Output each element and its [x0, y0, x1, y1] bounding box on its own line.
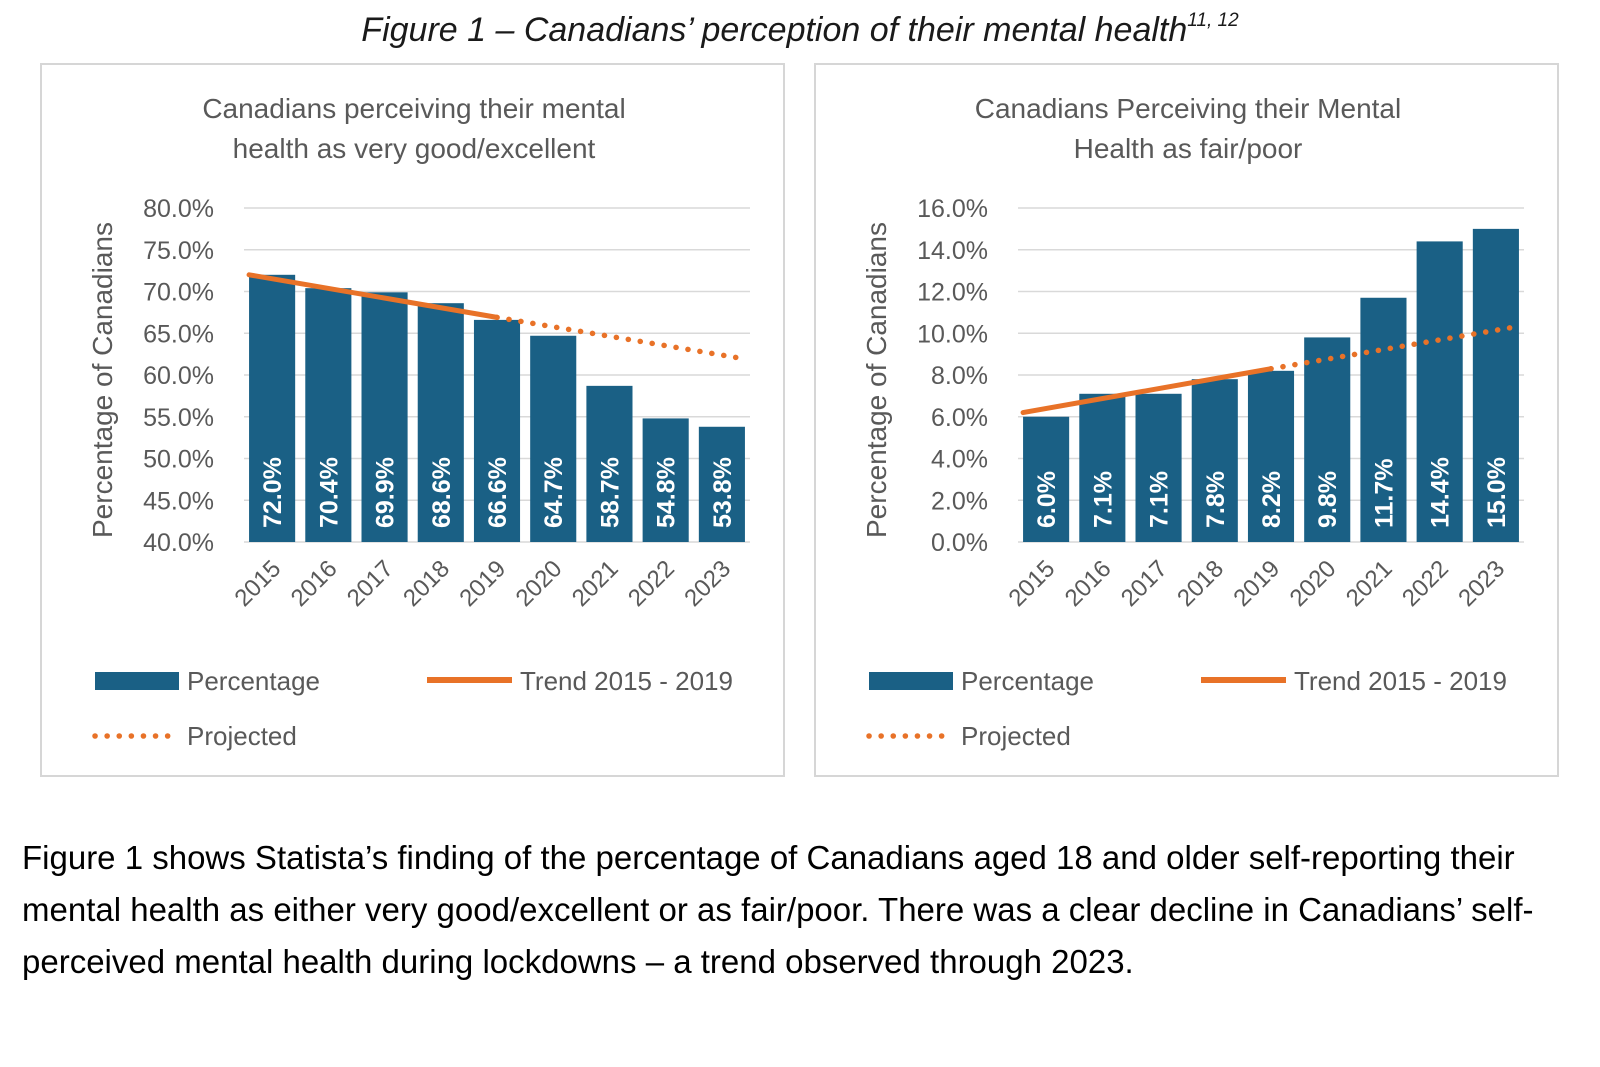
bar: [305, 288, 352, 542]
y-tick-label: 10.0%: [917, 320, 988, 348]
chart-panel-very-good-excellent: Canadians perceiving their mental health …: [40, 63, 785, 777]
y-tick-label: 60.0%: [143, 362, 214, 390]
x-tick-label: 2018: [1172, 555, 1229, 612]
bar-data-label: 70.4%: [315, 457, 343, 528]
bar: [530, 335, 577, 542]
legend-label-projected: Projected: [187, 721, 297, 751]
bar-data-label: 72.0%: [259, 457, 287, 528]
y-tick-label: 4.0%: [931, 446, 988, 474]
x-tick-label: 2022: [623, 555, 680, 612]
legend-label-trend: Trend 2015 - 2019: [520, 666, 733, 696]
y-tick-label: 16.0%: [917, 195, 988, 223]
bar-data-label: 7.8%: [1202, 471, 1230, 528]
legend-label-trend: Trend 2015 - 2019: [1294, 666, 1507, 696]
figure-caption: Figure 1 – Canadians’ perception of thei…: [0, 10, 1600, 50]
chart-title-line: health as very good/excellent: [233, 133, 596, 164]
trend-line: [1020, 366, 1274, 416]
y-tick-label: 75.0%: [143, 237, 214, 265]
bar: [586, 385, 633, 542]
y-tick-label: 2.0%: [931, 487, 988, 515]
x-tick-label: 2021: [1341, 555, 1398, 612]
bar-data-label: 15.0%: [1483, 457, 1511, 528]
chart-panel-fair-poor: Canadians Perceiving their Mental Health …: [814, 63, 1559, 777]
x-tick-label: 2023: [1453, 555, 1510, 612]
x-tick-label: 2020: [1285, 555, 1342, 612]
bar: [417, 303, 464, 542]
bar: [1023, 416, 1070, 542]
bar-data-label: 14.4%: [1427, 457, 1455, 528]
bar-data-label: 6.0%: [1033, 471, 1061, 528]
x-tick-label: 2022: [1397, 555, 1454, 612]
y-axis-title: Percentage of Canadians: [87, 222, 118, 538]
x-tick-label: 2015: [230, 555, 287, 612]
x-tick-label: 2015: [1004, 555, 1061, 612]
x-tick-label: 2016: [286, 555, 343, 612]
bar: [361, 292, 408, 542]
y-tick-label: 14.0%: [917, 237, 988, 265]
bar-data-label: 64.7%: [540, 457, 568, 528]
figure-caption-superscript: 11, 12: [1187, 10, 1239, 31]
bar: [698, 426, 745, 542]
trend-line: [246, 272, 500, 320]
chart-very-good-excellent: Canadians perceiving their mental health …: [87, 93, 750, 751]
y-tick-label: 0.0%: [931, 529, 988, 557]
y-tick-label: 6.0%: [931, 404, 988, 432]
y-tick-label: 55.0%: [143, 404, 214, 432]
body-paragraph: Figure 1 shows Statista’s finding of the…: [22, 839, 1534, 980]
y-axis-title: Percentage of Canadians: [861, 222, 892, 538]
x-tick-label: 2023: [679, 555, 736, 612]
bar-data-label: 69.9%: [372, 457, 400, 528]
x-tick-label: 2020: [511, 555, 568, 612]
bar-data-label: 9.8%: [1314, 471, 1342, 528]
y-tick-label: 65.0%: [143, 320, 214, 348]
legend-label-projected: Projected: [961, 721, 1071, 751]
bar: [642, 418, 689, 542]
figure-caption-text: Figure 1 – Canadians’ perception of thei…: [361, 11, 1188, 49]
bar-data-label: 58.7%: [596, 457, 624, 528]
legend-label-bar: Percentage: [961, 666, 1094, 696]
x-tick-label: 2017: [342, 555, 399, 612]
x-tick-label: 2021: [567, 555, 624, 612]
bar: [1191, 379, 1238, 542]
y-tick-label: 80.0%: [143, 195, 214, 223]
chart-title-line: Health as fair/poor: [1074, 133, 1303, 164]
bar: [1416, 241, 1463, 542]
y-tick-label: 70.0%: [143, 279, 214, 307]
x-tick-label: 2019: [1228, 555, 1285, 612]
legend-swatch-bar: [95, 672, 179, 690]
bar: [1472, 228, 1519, 542]
bar: [1135, 393, 1182, 542]
projected-line: [494, 314, 744, 362]
chart-title-line: Canadians perceiving their mental: [202, 93, 625, 124]
x-tick-label: 2019: [454, 555, 511, 612]
bar: [1304, 337, 1351, 542]
bar-data-label: 66.6%: [484, 457, 512, 528]
bar-data-label: 7.1%: [1146, 471, 1174, 528]
bar-data-label: 54.8%: [653, 457, 681, 528]
y-tick-label: 45.0%: [143, 487, 214, 515]
bar-data-label: 53.8%: [709, 457, 737, 528]
bar: [473, 319, 521, 542]
chart-fair-poor: Canadians Perceiving their Mental Health …: [861, 93, 1524, 751]
bar-data-label: 11.7%: [1370, 458, 1398, 528]
bar: [1247, 370, 1295, 542]
chart-title-line: Canadians Perceiving their Mental: [975, 93, 1401, 124]
bar-data-label: 8.2%: [1258, 471, 1286, 528]
bar: [249, 274, 296, 542]
y-tick-label: 12.0%: [917, 279, 988, 307]
x-tick-label: 2017: [1116, 555, 1173, 612]
y-tick-label: 40.0%: [143, 529, 214, 557]
bar-data-label: 7.1%: [1089, 471, 1117, 528]
y-tick-label: 50.0%: [143, 446, 214, 474]
projected-line: [1268, 324, 1518, 372]
bar: [1079, 393, 1126, 542]
legend-label-bar: Percentage: [187, 666, 320, 696]
legend-swatch-bar: [869, 672, 953, 690]
bar-data-label: 68.6%: [428, 457, 456, 528]
x-tick-label: 2018: [398, 555, 455, 612]
bar: [1360, 297, 1407, 542]
y-tick-label: 8.0%: [931, 362, 988, 390]
x-tick-label: 2016: [1060, 555, 1117, 612]
